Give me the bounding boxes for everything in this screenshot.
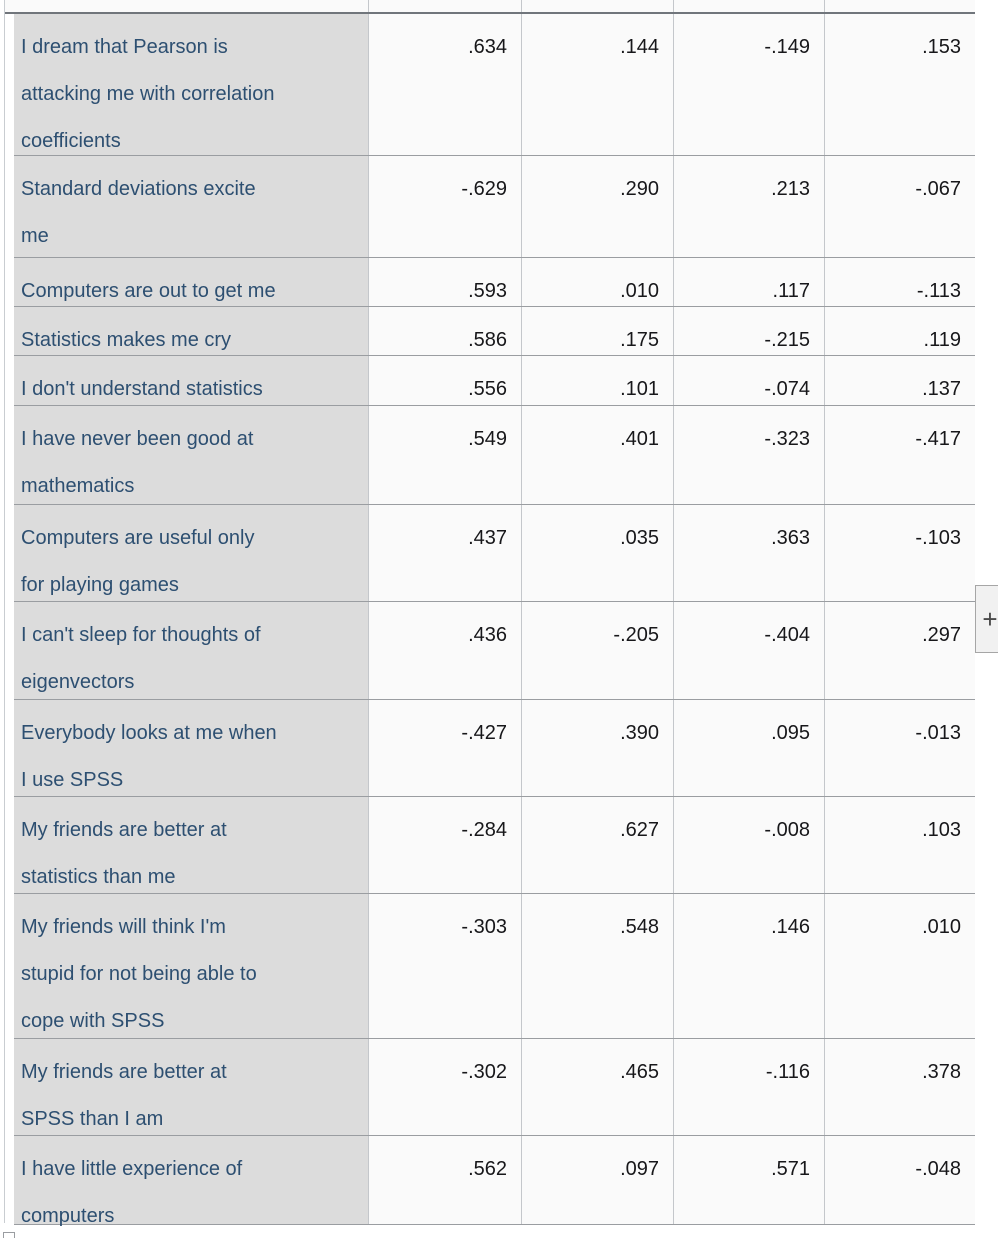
table-row: My friends are better at statistics than… [14,797,975,894]
loading-value-col3: .213 [673,156,824,257]
row-label: My friends are better at SPSS than I am [14,1039,368,1135]
pane-edge-line [4,0,5,1223]
row-label: I don't understand statistics [14,356,368,405]
table-row: I have little experience of computers .5… [14,1136,975,1227]
loading-value-col2: .144 [521,14,673,155]
loading-value-col4: .137 [824,356,975,405]
row-label: My friends will think I'm stupid for not… [14,894,368,1038]
loading-value-col4: -.067 [824,156,975,257]
loading-value-col3: .095 [673,700,824,796]
loading-value-col2: .465 [521,1039,673,1135]
loading-value-col1: -.303 [368,894,521,1038]
loading-value-col4: .010 [824,894,975,1038]
loading-value-col4: .153 [824,14,975,155]
column-separator [368,0,369,12]
row-label: Everybody looks at me when I use SPSS [14,700,368,796]
loading-value-col1: -.284 [368,797,521,893]
loading-value-col4: .378 [824,1039,975,1135]
loading-value-col4: -.417 [824,406,975,504]
loading-value-col4: -.048 [824,1136,975,1224]
loading-value-col2: -.205 [521,602,673,699]
loading-value-col2: .010 [521,258,673,306]
loading-value-col2: .175 [521,307,673,355]
loading-value-col2: .627 [521,797,673,893]
loading-value-col1: .586 [368,307,521,355]
column-separator [521,0,522,12]
loading-value-col1: .634 [368,14,521,155]
table-row: Everybody looks at me when I use SPSS -.… [14,700,975,797]
loading-value-col1: .436 [368,602,521,699]
loading-value-col4: -.103 [824,505,975,601]
loading-value-col2: .401 [521,406,673,504]
loading-value-col1: .556 [368,356,521,405]
table-row: Standard deviations excite me -.629 .290… [14,156,975,258]
row-label: I have little experience of computers [14,1136,368,1227]
column-separator [673,0,674,12]
loading-value-col1: .437 [368,505,521,601]
loading-value-col4: -.113 [824,258,975,306]
loading-value-col2: .101 [521,356,673,405]
table-row: Computers are out to get me .593 .010 .1… [14,258,975,307]
row-label: My friends are better at statistics than… [14,797,368,893]
loading-value-col3: .146 [673,894,824,1038]
loading-value-col4: -.013 [824,700,975,796]
row-label: I can't sleep for thoughts of eigenvecto… [14,602,368,699]
loading-value-col3: -.116 [673,1039,824,1135]
loading-value-col2: .548 [521,894,673,1038]
loading-value-col3: -.149 [673,14,824,155]
row-label: Computers are useful only for playing ga… [14,505,368,601]
loading-value-col2: .035 [521,505,673,601]
table-row: My friends will think I'm stupid for not… [14,894,975,1039]
header-row-sliver [5,0,975,14]
table-row: I don't understand statistics .556 .101 … [14,356,975,406]
loading-value-col2: .390 [521,700,673,796]
table-row: Statistics makes me cry .586 .175 -.215 … [14,307,975,356]
loading-value-col1: -.629 [368,156,521,257]
row-label: Computers are out to get me [14,258,368,306]
loading-value-col3: -.323 [673,406,824,504]
plus-icon: + [982,603,998,634]
table-row: Computers are useful only for playing ga… [14,505,975,602]
expand-plus-button[interactable]: + [975,585,998,653]
loading-value-col3: .117 [673,258,824,306]
loading-value-col3: -.215 [673,307,824,355]
loading-value-col4: .297 [824,602,975,699]
row-label: I dream that Pearson is attacking me wit… [14,14,368,155]
loading-value-col3: -.008 [673,797,824,893]
loading-value-col3: -.404 [673,602,824,699]
row-label: Statistics makes me cry [14,307,368,355]
loading-value-col3: -.074 [673,356,824,405]
factor-loadings-table: I dream that Pearson is attacking me wit… [14,14,975,1227]
table-row: My friends are better at SPSS than I am … [14,1039,975,1136]
loading-value-col4: .103 [824,797,975,893]
loading-value-col1: -.427 [368,700,521,796]
loading-value-col1: .549 [368,406,521,504]
column-separator [824,0,825,12]
loading-value-col3: .363 [673,505,824,601]
table-row: I have never been good at mathematics .5… [14,406,975,505]
loading-value-col1: .562 [368,1136,521,1224]
row-label: Standard deviations excite me [14,156,368,257]
loading-value-col1: -.302 [368,1039,521,1135]
loading-value-col1: .593 [368,258,521,306]
loading-value-col3: .571 [673,1136,824,1224]
loading-value-col4: .119 [824,307,975,355]
loading-value-col2: .097 [521,1136,673,1224]
row-label: I have never been good at mathematics [14,406,368,504]
loading-value-col2: .290 [521,156,673,257]
clipped-object-corner [3,1232,15,1238]
table-row: I can't sleep for thoughts of eigenvecto… [14,602,975,700]
table-row: I dream that Pearson is attacking me wit… [14,14,975,156]
